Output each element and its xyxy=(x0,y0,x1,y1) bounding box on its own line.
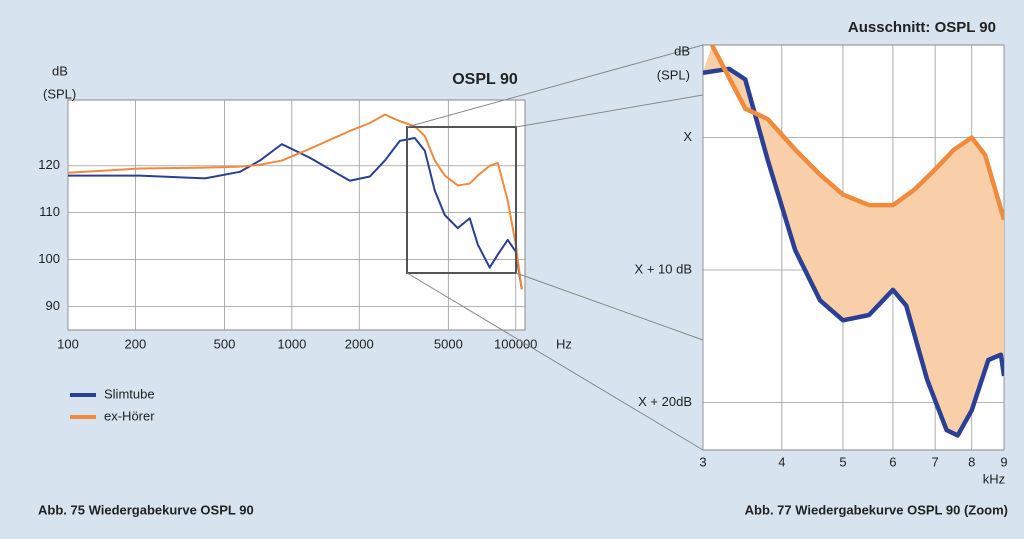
legend-label: Slimtube xyxy=(104,386,155,401)
y-tick-label: X + 20dB xyxy=(638,394,692,409)
y-tick-label: 120 xyxy=(38,157,60,172)
x-tick-label: 7 xyxy=(932,454,939,469)
y-tick-label: 100 xyxy=(38,251,60,266)
difference-area xyxy=(703,45,1004,436)
x-tick-label: 1000 xyxy=(277,336,306,351)
y-tick-label: X + 10 dB xyxy=(635,261,692,276)
x-tick-label: 5000 xyxy=(434,336,463,351)
y-tick-label: 110 xyxy=(39,204,60,219)
y-label: dB xyxy=(52,63,68,78)
y-label: (SPL) xyxy=(657,67,690,82)
connector xyxy=(406,272,704,451)
x-tick-label: 8 xyxy=(968,454,975,469)
plot-area xyxy=(67,99,526,331)
y-label: dB xyxy=(674,43,690,58)
x-tick-label: 200 xyxy=(125,336,147,351)
y-tick-label: 90 xyxy=(46,298,60,313)
x-label: Hz xyxy=(556,336,572,351)
annotation: OSPL 90 xyxy=(452,71,518,88)
x-tick-label: 5 xyxy=(839,454,846,469)
x-tick-label: 6 xyxy=(889,454,896,469)
connector xyxy=(406,44,704,128)
x-tick-label: 500 xyxy=(214,336,236,351)
y-tick-label: X xyxy=(683,129,692,144)
connector xyxy=(515,94,704,128)
x-tick-label: 9 xyxy=(1000,454,1007,469)
x-tick-label: 100 xyxy=(57,336,79,351)
chart-title: Ausschnitt: OSPL 90 xyxy=(848,19,996,36)
x-label: kHz xyxy=(983,471,1005,486)
series-line xyxy=(68,137,523,290)
y-label: (SPL) xyxy=(43,86,76,101)
zoom-box xyxy=(406,126,517,274)
series-line xyxy=(703,66,1004,438)
caption: Abb. 75 Wiedergabekurve OSPL 90 xyxy=(38,502,254,517)
legend-label: ex-Hörer xyxy=(104,408,155,423)
series-line xyxy=(709,45,1004,221)
connector xyxy=(515,272,704,341)
x-tick-label: 4 xyxy=(778,454,785,469)
x-tick-label: 2000 xyxy=(345,336,374,351)
x-tick-label: 3 xyxy=(699,454,706,469)
x-tick-label: 100000 xyxy=(494,336,537,351)
plot-layer xyxy=(703,45,1004,438)
caption: Abb. 77 Wiedergabekurve OSPL 90 (Zoom) xyxy=(745,502,1008,517)
